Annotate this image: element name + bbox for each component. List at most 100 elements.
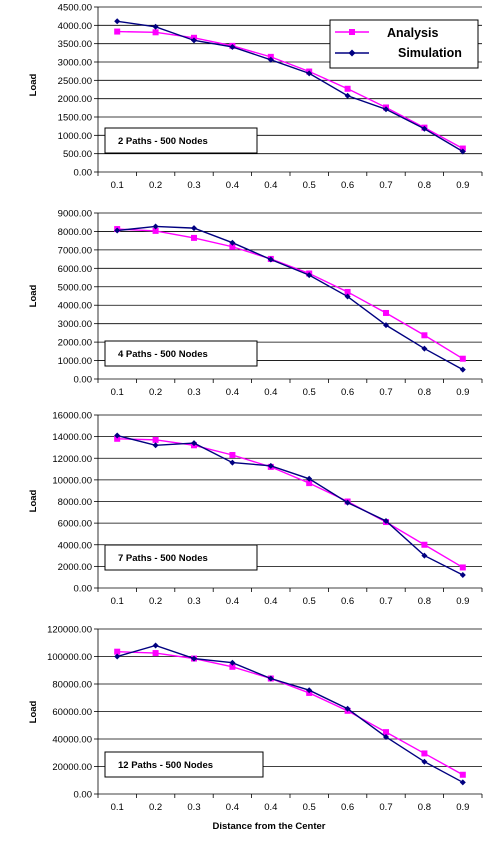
simulation-point bbox=[421, 345, 428, 352]
y-tick-label: 5000.00 bbox=[58, 282, 92, 293]
analysis-point bbox=[229, 663, 236, 670]
x-tick-label: 0.9 bbox=[456, 180, 469, 191]
simulation-point bbox=[152, 442, 159, 449]
analysis-point bbox=[152, 650, 159, 657]
y-tick-label: 2000.00 bbox=[58, 338, 92, 349]
y-tick-label: 1000.00 bbox=[58, 356, 92, 367]
x-tick-label: 0.8 bbox=[418, 387, 431, 398]
y-axis-title: Load bbox=[28, 284, 39, 307]
y-tick-label: 20000.00 bbox=[52, 762, 92, 773]
y-axis-title: Load bbox=[28, 700, 39, 723]
x-tick-label: 0.1 bbox=[111, 802, 124, 813]
simulation-point bbox=[383, 322, 389, 329]
analysis-point bbox=[459, 564, 466, 571]
simulation-point bbox=[344, 92, 351, 99]
y-tick-label: 4500.00 bbox=[58, 3, 92, 14]
x-tick-label: 0.6 bbox=[341, 596, 354, 607]
x-tick-label: 0.3 bbox=[187, 802, 200, 813]
x-tick-label: 0.4 bbox=[226, 596, 239, 607]
x-tick-label: 0.3 bbox=[187, 596, 200, 607]
simulation-point bbox=[459, 779, 466, 786]
y-tick-label: 2500.00 bbox=[58, 76, 92, 87]
analysis-point bbox=[383, 729, 389, 736]
x-tick-label: 0.4 bbox=[226, 387, 239, 398]
analysis-point bbox=[152, 29, 159, 36]
analysis-point bbox=[152, 227, 159, 234]
simulation-line bbox=[117, 20, 464, 153]
x-tick-label: 0.4 bbox=[226, 180, 239, 191]
simulation-point bbox=[383, 517, 389, 524]
x-tick-label: 0.2 bbox=[149, 802, 162, 813]
chart-panel-3: 0.00 2000.00 4000.00 6000.00 8000.00 10000.00… bbox=[28, 411, 483, 607]
simulation-point bbox=[344, 705, 351, 712]
analysis-point bbox=[114, 648, 121, 655]
simulation-point bbox=[229, 43, 236, 50]
analysis-point bbox=[152, 436, 159, 443]
y-tick-label: 4000.00 bbox=[58, 21, 92, 32]
x-tick-label: 0.9 bbox=[456, 596, 469, 607]
legend-analysis-marker bbox=[349, 29, 355, 35]
x-tick-label: 0.9 bbox=[456, 387, 469, 398]
y-tick-label: 4000.00 bbox=[58, 540, 92, 551]
analysis-point bbox=[191, 234, 197, 241]
x-tick-label: 0.4 bbox=[264, 596, 277, 607]
legend-simulation-label: Simulation bbox=[398, 46, 462, 60]
x-tick-label: 0.5 bbox=[303, 596, 316, 607]
simulation-point bbox=[306, 475, 313, 482]
analysis-point bbox=[421, 541, 428, 548]
legend: Analysis Simulation bbox=[329, 19, 479, 69]
x-tick-label: 0.1 bbox=[111, 596, 124, 607]
y-tick-label: 6000.00 bbox=[58, 519, 92, 530]
x-tick-label: 0.2 bbox=[149, 180, 162, 191]
analysis-line bbox=[117, 650, 464, 776]
simulation-point bbox=[306, 687, 313, 694]
x-tick-label: 0.4 bbox=[264, 802, 277, 813]
simulation-point bbox=[152, 642, 159, 649]
panel-label-box bbox=[104, 544, 258, 571]
y-tick-label: 7000.00 bbox=[58, 245, 92, 256]
simulation-point bbox=[421, 552, 428, 559]
y-tick-label: 8000.00 bbox=[58, 227, 92, 238]
x-tick-label: 0.7 bbox=[379, 802, 392, 813]
x-tick-label: 0.7 bbox=[379, 180, 392, 191]
analysis-point bbox=[344, 85, 351, 92]
x-tick-label: 0.6 bbox=[341, 387, 354, 398]
y-tick-label: 500.00 bbox=[63, 149, 92, 160]
x-tick-label: 0.9 bbox=[456, 802, 469, 813]
panel-label-box bbox=[104, 751, 264, 778]
panel-label: 4 Paths - 500 Nodes bbox=[118, 349, 208, 360]
simulation-point bbox=[267, 256, 274, 263]
chart-panels: 0.00 500.00 1000.00 1500.00 2000.00 2500.00 30… bbox=[28, 3, 483, 813]
legend-analysis-label: Analysis bbox=[387, 26, 438, 40]
simulation-point bbox=[114, 432, 121, 439]
simulation-point bbox=[459, 572, 466, 579]
x-tick-label: 0.3 bbox=[187, 387, 200, 398]
x-tick-label: 0.2 bbox=[149, 387, 162, 398]
simulation-point bbox=[229, 459, 236, 466]
y-tick-label: 14000.00 bbox=[52, 432, 92, 443]
analysis-line bbox=[117, 228, 464, 360]
y-tick-label: 2000.00 bbox=[58, 94, 92, 105]
panel-label: 12 Paths - 500 Nodes bbox=[118, 760, 213, 771]
panel-label-box bbox=[104, 340, 258, 367]
panel-label-box bbox=[104, 127, 258, 154]
analysis-point bbox=[344, 288, 351, 295]
simulation-point bbox=[152, 223, 159, 230]
x-axis-title: Distance from the Center bbox=[213, 821, 326, 832]
y-tick-label: 0.00 bbox=[74, 584, 93, 595]
y-tick-label: 8000.00 bbox=[58, 497, 92, 508]
y-tick-label: 9000.00 bbox=[58, 209, 92, 220]
simulation-point bbox=[383, 106, 389, 113]
y-tick-label: 0.00 bbox=[74, 168, 93, 179]
legend-simulation-marker bbox=[348, 49, 356, 57]
y-tick-label: 100000.00 bbox=[47, 652, 92, 663]
simulation-point bbox=[459, 148, 466, 155]
legend-box bbox=[329, 19, 479, 69]
simulation-point bbox=[191, 440, 197, 447]
analysis-point bbox=[114, 28, 121, 35]
x-tick-label: 0.5 bbox=[303, 387, 316, 398]
x-tick-label: 0.5 bbox=[303, 802, 316, 813]
simulation-point bbox=[191, 225, 197, 232]
y-tick-label: 60000.00 bbox=[52, 707, 92, 718]
